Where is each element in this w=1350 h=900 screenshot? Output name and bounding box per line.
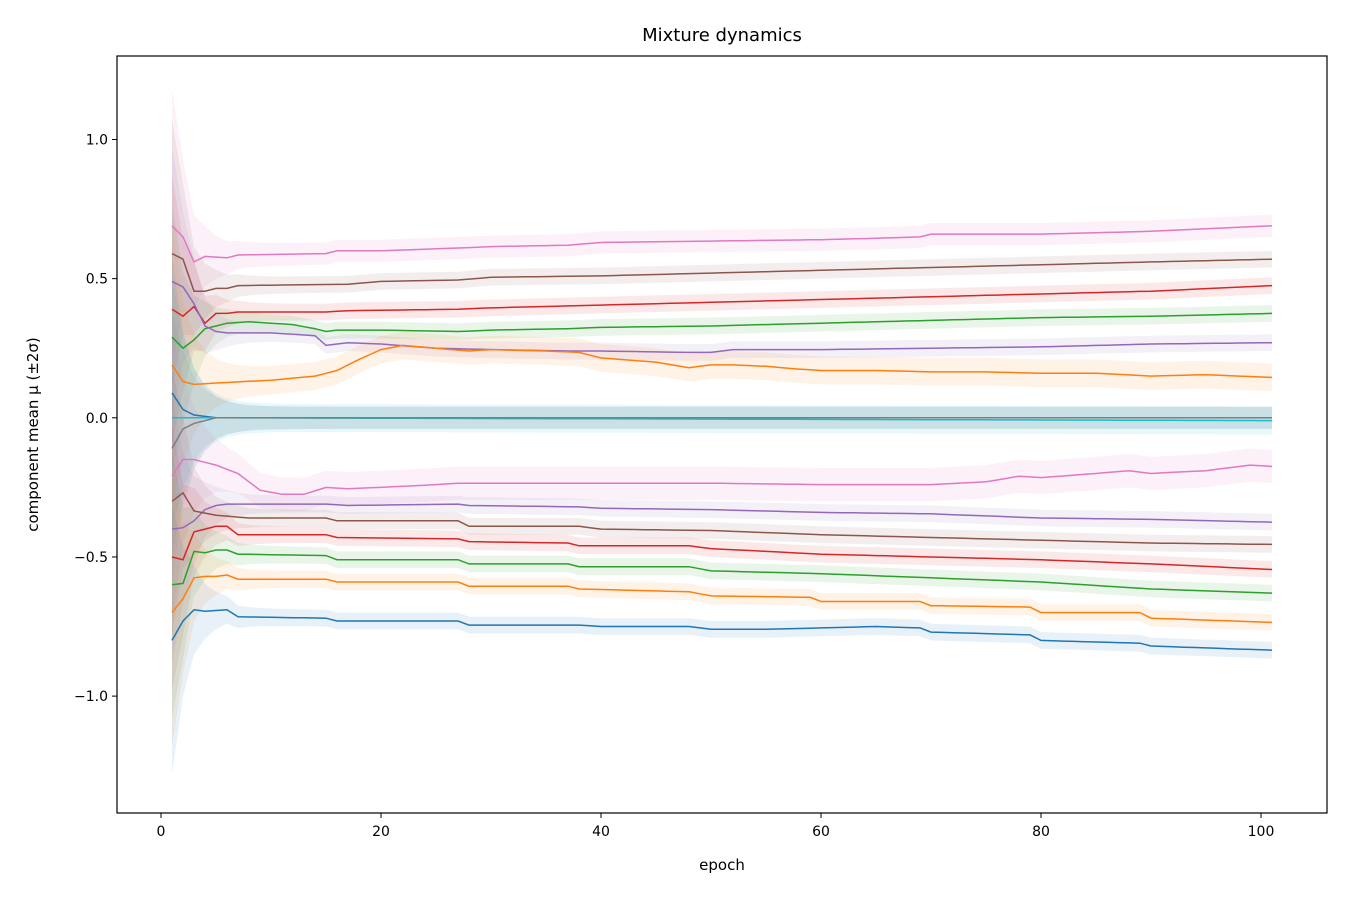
series-line-5 [171,344,1273,386]
band-2 [172,175,1272,443]
series-line-4 [171,280,1273,354]
x-tick-label: 20 [372,824,390,840]
band-13 [172,451,1272,719]
band-0 [172,89,1272,363]
series-line-15 [171,609,1273,651]
series-line-10 [171,503,1273,530]
series-line-12 [171,525,1273,571]
y-axis: −1.0 −0.5 0.0 0.5 1.0 [74,132,117,705]
x-tick-label: 0 [157,824,166,840]
series-line-0 [171,225,1273,263]
x-tick-label: 80 [1032,824,1050,840]
x-tick-label: 100 [1248,824,1275,840]
band-9 [172,334,1272,619]
y-tick-label: 0.0 [86,411,108,427]
y-tick-label: −0.5 [74,550,108,566]
y-axis-label: component mean μ (±2σ) [24,337,42,532]
series-lines [171,225,1273,651]
series-line-13 [171,549,1273,594]
series-line-11 [171,491,1273,546]
series-line-9 [171,458,1273,496]
x-tick-label: 60 [812,824,830,840]
plot-frame [116,55,1328,814]
band-12 [172,423,1272,691]
series-line-1 [171,252,1273,292]
x-tick-label: 40 [592,824,610,840]
band-3 [172,203,1272,471]
chart-title: Mixture dynamics [642,25,802,46]
y-tick-label: −1.0 [74,689,108,705]
x-axis: 0 20 40 60 80 100 [157,813,1275,840]
uncertainty-bands [172,89,1272,774]
y-tick-label: 1.0 [86,132,108,148]
series-line-14 [171,574,1273,624]
series-line-8 [171,417,1272,449]
y-tick-label: 0.5 [86,272,108,288]
series-line-3 [171,312,1273,350]
series-line-2 [171,284,1273,325]
x-axis-label: epoch [699,856,745,874]
